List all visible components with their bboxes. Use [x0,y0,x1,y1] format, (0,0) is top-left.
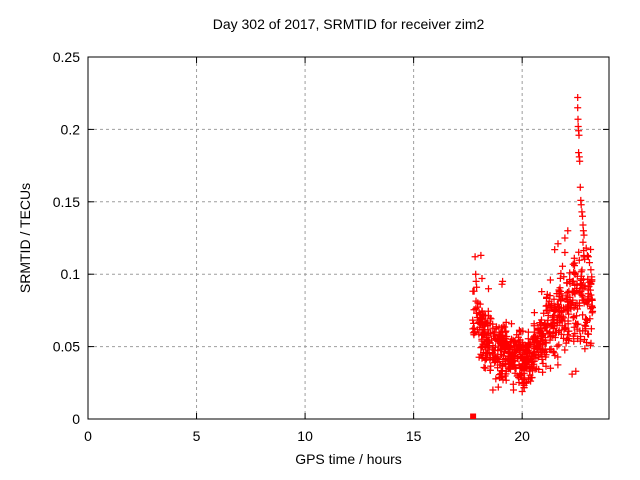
y-tick-label: 0.2 [61,121,81,137]
y-tick-label: 0.1 [61,266,81,282]
y-tick-label: 0.05 [53,339,80,355]
plot-border [87,56,610,420]
scatter-points [469,94,597,395]
y-tick-label: 0.25 [53,49,80,65]
x-tick-label: 20 [514,428,530,444]
x-tick-label: 0 [84,428,92,444]
x-tick-label: 10 [297,428,313,444]
y-tick-label: 0 [72,411,80,427]
baseline-square-marker [470,413,477,419]
x-tick-label: 5 [193,428,201,444]
chart-title: Day 302 of 2017, SRMTID for receiver zim… [212,16,485,32]
y-tick-label: 0.15 [53,194,80,210]
x-axis-label: GPS time / hours [295,451,402,467]
x-tick-label: 15 [406,428,422,444]
